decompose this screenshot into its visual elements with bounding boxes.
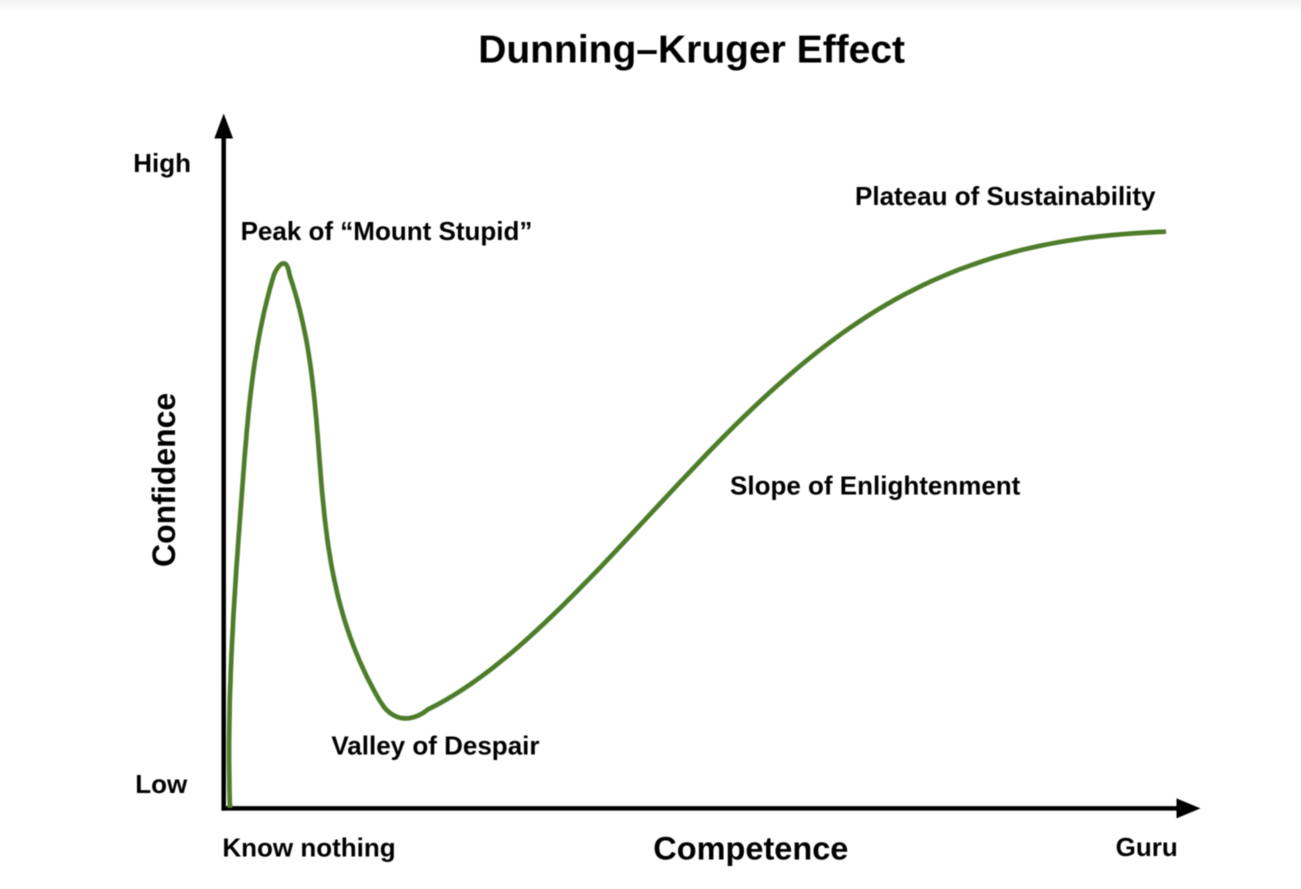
svg-text:Dunning–Kruger Effect: Dunning–Kruger Effect — [478, 29, 905, 72]
svg-text:Slope of Enlightenment: Slope of Enlightenment — [730, 471, 1021, 501]
svg-text:High: High — [133, 148, 191, 178]
svg-text:Plateau of Sustainability: Plateau of Sustainability — [855, 181, 1156, 211]
svg-text:Know nothing: Know nothing — [222, 833, 395, 863]
svg-text:Confidence: Confidence — [146, 393, 182, 567]
svg-text:Valley of Despair: Valley of Despair — [331, 730, 539, 760]
svg-text:Peak of “Mount Stupid”: Peak of “Mount Stupid” — [241, 216, 533, 246]
svg-text:Low: Low — [135, 769, 188, 799]
svg-text:Competence: Competence — [653, 831, 848, 867]
svg-text:Guru: Guru — [1116, 832, 1178, 862]
